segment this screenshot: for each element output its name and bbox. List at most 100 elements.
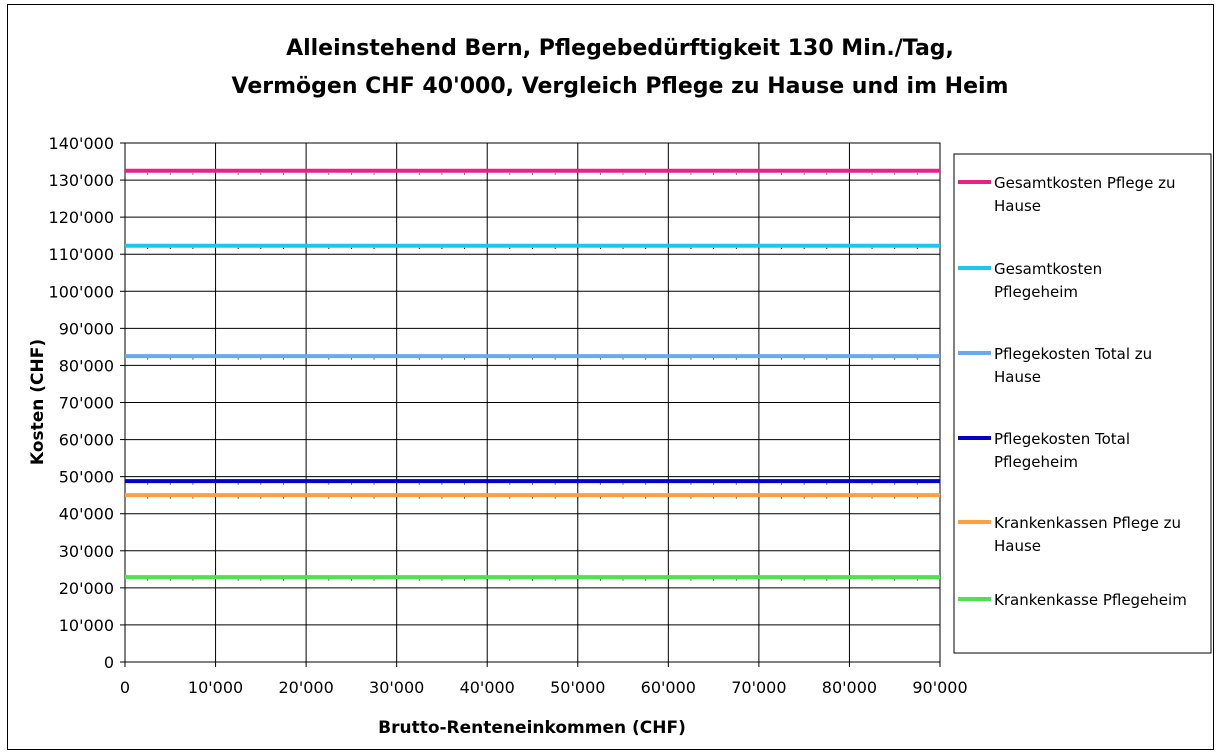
y-tick-label: 110'000 bbox=[49, 245, 114, 264]
series-point: · bbox=[486, 494, 489, 504]
series-point: · bbox=[463, 576, 466, 586]
series-point: · bbox=[667, 480, 670, 490]
y-tick-label: 120'000 bbox=[49, 208, 114, 227]
series-point: · bbox=[780, 576, 783, 586]
series-point: · bbox=[531, 494, 534, 504]
legend: Gesamtkosten Pflege zu Hause Gesamtkosten P… bbox=[953, 153, 1212, 654]
legend-label: Hause bbox=[994, 368, 1041, 386]
legend-label: Pflegeheim bbox=[994, 453, 1078, 471]
series-point: · bbox=[418, 494, 421, 504]
series-point: · bbox=[554, 245, 557, 255]
series-point: · bbox=[939, 245, 942, 255]
x-tick-label: 30'000 bbox=[369, 678, 424, 697]
series-point: · bbox=[576, 480, 579, 490]
series-point: · bbox=[395, 576, 398, 586]
y-tick-label: 60'000 bbox=[59, 431, 114, 450]
series-point: · bbox=[554, 494, 557, 504]
series-point: · bbox=[531, 245, 534, 255]
series-point: · bbox=[395, 245, 398, 255]
series-point: · bbox=[576, 355, 579, 365]
series-point: · bbox=[576, 576, 579, 586]
chart-title-line-2: Vermögen CHF 40'000, Vergleich Pflege zu… bbox=[232, 74, 1009, 99]
series-point: · bbox=[191, 576, 194, 586]
series-point: · bbox=[418, 170, 421, 180]
y-tick-label: 90'000 bbox=[59, 319, 114, 338]
series-point: · bbox=[803, 355, 806, 365]
series-point: · bbox=[893, 245, 896, 255]
series-point: · bbox=[305, 170, 308, 180]
series-point: · bbox=[916, 494, 919, 504]
series-point: · bbox=[373, 170, 376, 180]
series-point: · bbox=[146, 245, 149, 255]
series-point: · bbox=[508, 170, 511, 180]
series-point: · bbox=[825, 355, 828, 365]
legend-label: Gesamtkosten Pflege zu bbox=[994, 174, 1176, 192]
series-point: · bbox=[644, 245, 647, 255]
series-point: · bbox=[622, 576, 625, 586]
series-point: · bbox=[350, 494, 353, 504]
series-point: · bbox=[327, 170, 330, 180]
y-tick-label: 20'000 bbox=[59, 579, 114, 598]
series-point: · bbox=[327, 355, 330, 365]
series-point: · bbox=[395, 170, 398, 180]
series-point: · bbox=[531, 480, 534, 490]
series-point: · bbox=[508, 245, 511, 255]
series-point: · bbox=[825, 576, 828, 586]
series-point: · bbox=[622, 480, 625, 490]
series-point: · bbox=[327, 576, 330, 586]
series-point: · bbox=[848, 170, 851, 180]
series-point: · bbox=[237, 245, 240, 255]
legend-entry-4: Pflegekosten Total Pflegeheim bbox=[958, 430, 1130, 471]
chart-title: Alleinstehend Bern, Pflegebedürftigkeit … bbox=[232, 36, 1009, 99]
series-point: · bbox=[327, 245, 330, 255]
series-point: · bbox=[939, 480, 942, 490]
series-point: · bbox=[803, 245, 806, 255]
series-point: · bbox=[916, 170, 919, 180]
series-point: · bbox=[599, 576, 602, 586]
series-point: · bbox=[893, 576, 896, 586]
series-point: · bbox=[441, 576, 444, 586]
series-point: · bbox=[871, 245, 874, 255]
series-point: · bbox=[916, 355, 919, 365]
series-point: · bbox=[803, 494, 806, 504]
series-point: · bbox=[599, 170, 602, 180]
series-point: · bbox=[735, 494, 738, 504]
series-point: · bbox=[214, 245, 217, 255]
y-tick-label: 40'000 bbox=[59, 505, 114, 524]
y-tick-label: 50'000 bbox=[59, 468, 114, 487]
series-point: · bbox=[712, 576, 715, 586]
x-tick-label: 10'000 bbox=[188, 678, 243, 697]
series-point: · bbox=[871, 170, 874, 180]
series-point: · bbox=[282, 170, 285, 180]
series-point: · bbox=[305, 576, 308, 586]
series-point: · bbox=[373, 576, 376, 586]
series-point: · bbox=[441, 494, 444, 504]
series-point: · bbox=[124, 494, 127, 504]
series-point: · bbox=[599, 245, 602, 255]
series-point: · bbox=[848, 576, 851, 586]
series-point: · bbox=[712, 355, 715, 365]
series-point: · bbox=[237, 494, 240, 504]
legend-label: Krankenkasse Pflegeheim bbox=[994, 591, 1187, 609]
series-point: · bbox=[871, 494, 874, 504]
series-point: · bbox=[486, 576, 489, 586]
series-point: · bbox=[939, 170, 942, 180]
legend-entry-2: Gesamtkosten Pflegeheim bbox=[958, 260, 1102, 301]
series-point: · bbox=[848, 245, 851, 255]
series-point: · bbox=[305, 480, 308, 490]
series-point: · bbox=[259, 576, 262, 586]
series-point: · bbox=[282, 355, 285, 365]
x-tick-label: 60'000 bbox=[641, 678, 696, 697]
legend-box bbox=[953, 153, 1212, 654]
series-point: · bbox=[576, 170, 579, 180]
x-tick-label: 0 bbox=[120, 678, 130, 697]
series-point: · bbox=[576, 494, 579, 504]
x-axis-title: Brutto-Renteneinkommen (CHF) bbox=[378, 718, 686, 738]
series-point: · bbox=[282, 480, 285, 490]
series-point: · bbox=[124, 245, 127, 255]
series-3: · · · · · · · · · · · · · · · · · · · · · · · · · · · · · · · · · · · · · bbox=[124, 354, 941, 365]
series-point: · bbox=[622, 355, 625, 365]
series-point: · bbox=[305, 494, 308, 504]
series-point: · bbox=[259, 480, 262, 490]
